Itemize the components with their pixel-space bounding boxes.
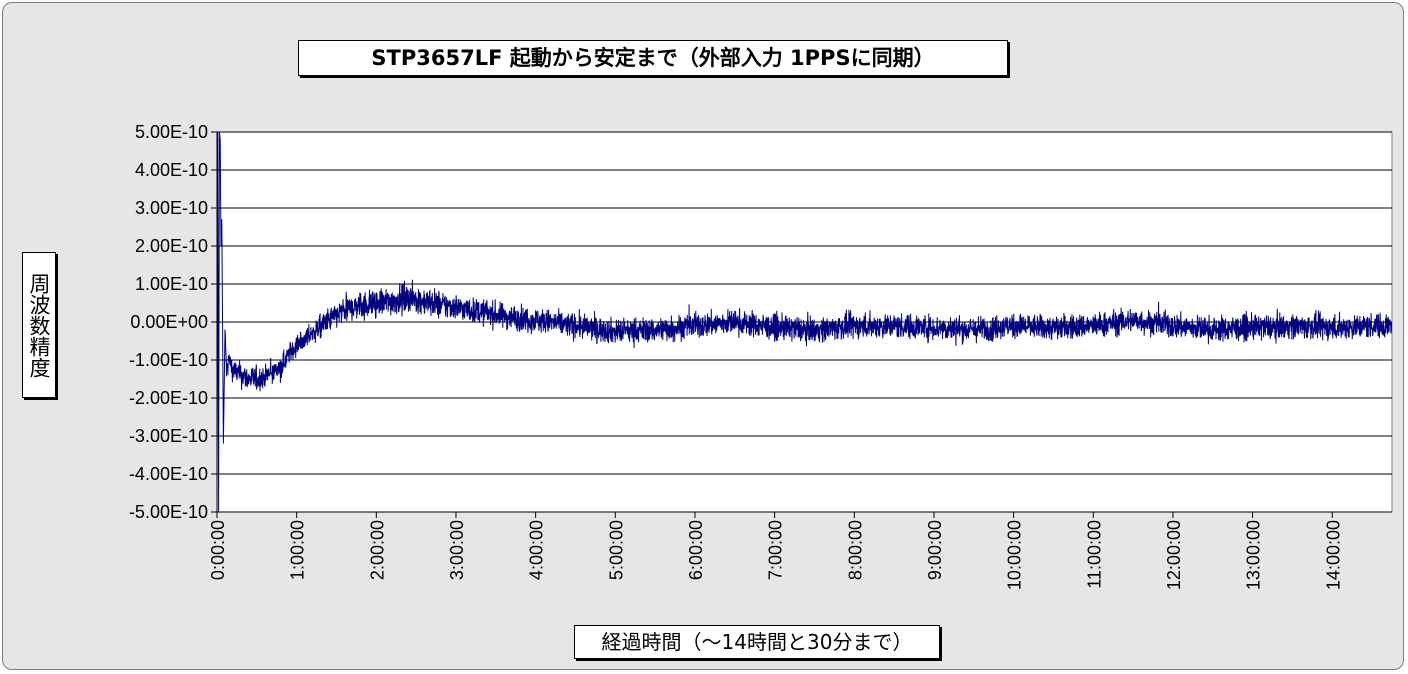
y-tick-label-2: 3.00E-10 bbox=[135, 198, 208, 218]
x-tick-label-5: 5:00:00 bbox=[606, 520, 626, 580]
series-group bbox=[217, 132, 1392, 512]
x-axis-title: 経過時間（～14時間と30分まで） bbox=[574, 625, 940, 659]
x-tick-label-0: 0:00:00 bbox=[208, 520, 228, 580]
chart-title: STP3657LF 起動から安定まで（外部入力 1PPSに同期） bbox=[298, 40, 1008, 76]
x-tick-label-11: 11:00:00 bbox=[1084, 520, 1104, 589]
x-tick-label-14: 14:00:00 bbox=[1323, 520, 1343, 590]
x-tick-label-1: 1:00:00 bbox=[288, 520, 308, 580]
y-tick-label-0: 5.00E-10 bbox=[135, 122, 208, 142]
y-tick-label-7: -2.00E-10 bbox=[129, 388, 208, 408]
x-tick-label-13: 13:00:00 bbox=[1244, 520, 1264, 590]
x-tick-label-6: 6:00:00 bbox=[686, 520, 706, 580]
x-tick-label-10: 10:00:00 bbox=[1005, 520, 1025, 590]
y-axis-title: 周波数精度 bbox=[22, 252, 56, 398]
y-tick-label-6: -1.00E-10 bbox=[129, 350, 208, 370]
y-tick-label-10: -5.00E-10 bbox=[129, 502, 208, 522]
y-tick-label-8: -3.00E-10 bbox=[129, 426, 208, 446]
x-tick-label-2: 2:00:00 bbox=[367, 520, 387, 580]
series-line-0 bbox=[217, 132, 1392, 512]
x-axis: 0:00:00 1:00:00 2:00:00 3:00:00 4:00:00 5:00:… bbox=[208, 511, 1392, 590]
x-tick-label-7: 7:00:00 bbox=[766, 520, 786, 580]
x-tick-label-12: 12:00:00 bbox=[1164, 520, 1184, 590]
y-tick-label-5: 0.00E+00 bbox=[130, 312, 208, 332]
x-tick-label-3: 3:00:00 bbox=[447, 520, 467, 580]
y-tick-label-9: -4.00E-10 bbox=[129, 464, 208, 484]
y-tick-label-4: 1.00E-10 bbox=[135, 274, 208, 294]
y-axis: 5.00E-10 4.00E-10 3.00E-10 2.00E-10 1.00E-10… bbox=[129, 122, 218, 522]
x-tick-label-9: 9:00:00 bbox=[925, 520, 945, 580]
y-tick-label-3: 2.00E-10 bbox=[135, 236, 208, 256]
x-tick-label-8: 8:00:00 bbox=[845, 520, 865, 580]
x-tick-label-4: 4:00:00 bbox=[527, 520, 547, 580]
y-tick-label-1: 4.00E-10 bbox=[135, 160, 208, 180]
